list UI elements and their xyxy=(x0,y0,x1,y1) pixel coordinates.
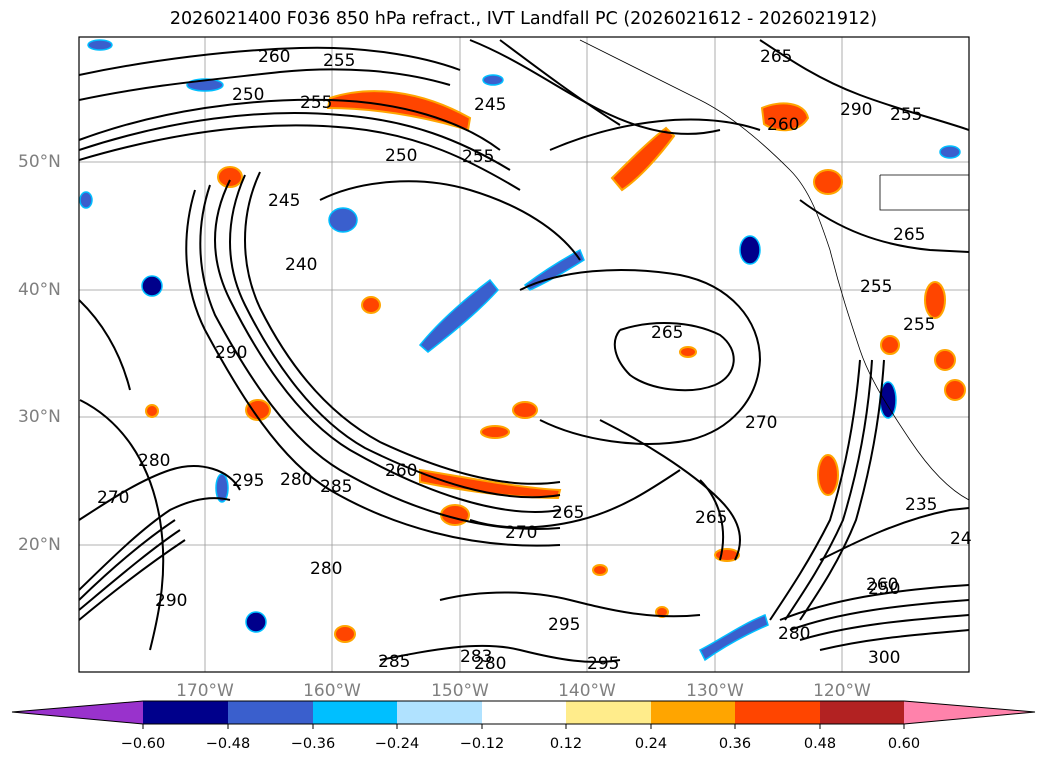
contour-label: 260 xyxy=(258,47,290,67)
graticule xyxy=(79,37,969,672)
contour-label: 285 xyxy=(378,652,410,672)
contour-label: 240 xyxy=(285,255,317,275)
contour-label: 250 xyxy=(868,579,900,599)
contour-label: 255 xyxy=(300,93,332,113)
colorbar-tick-label: 0.36 xyxy=(718,736,752,752)
lat-label: 50°N xyxy=(18,152,61,172)
lon-label: 120°W xyxy=(813,681,871,701)
contour-label: 270 xyxy=(505,523,537,543)
contour-label: 260 xyxy=(767,115,799,135)
colorbar-tick-label: −0.24 xyxy=(374,736,420,752)
contour-label: 280 xyxy=(280,470,312,490)
lon-label: 170°W xyxy=(176,681,234,701)
contour-label: 245 xyxy=(268,191,300,211)
contour-label: 265 xyxy=(552,503,584,523)
colorbar-tick-label: 0.12 xyxy=(549,736,583,752)
colorbar-bin xyxy=(735,701,820,724)
lat-label: 30°N xyxy=(18,407,61,427)
colorbar-tick-label: −0.48 xyxy=(205,736,251,752)
positive-refractivity-shading xyxy=(145,90,966,643)
coastlines xyxy=(579,39,969,501)
lon-label: 150°W xyxy=(431,681,489,701)
contour-label: 295 xyxy=(587,654,619,674)
colorbar-bin xyxy=(228,701,313,724)
contour-label: 255 xyxy=(462,147,494,167)
contour-label: 285 xyxy=(320,477,352,497)
contour-label: 260 xyxy=(385,461,417,481)
contour-labels: 260 255 250 255 245 250 255 265 260 290 … xyxy=(97,47,972,674)
lon-label: 160°W xyxy=(303,681,361,701)
lat-label: 40°N xyxy=(18,280,61,300)
contour-label: 265 xyxy=(893,225,925,245)
colorbar-tick-label: −0.36 xyxy=(290,736,336,752)
contour-label: 255 xyxy=(860,277,892,297)
contour-label: 255 xyxy=(323,51,355,71)
colorbar-bin xyxy=(566,701,651,724)
contour-label: 260 xyxy=(866,575,898,595)
contour-label: 265 xyxy=(695,508,727,528)
contour-label: 283 xyxy=(460,647,492,667)
colorbar-bin xyxy=(820,701,904,724)
colorbar-low-extension xyxy=(12,701,143,724)
colorbar-tick-label: 0.48 xyxy=(803,736,837,752)
colorbar-tick-label: −0.12 xyxy=(459,736,505,752)
contour-label: 290 xyxy=(215,343,247,363)
refractivity-contours xyxy=(79,39,969,663)
contour-label: 270 xyxy=(745,413,777,433)
contour-label: 300 xyxy=(868,648,900,668)
contour-label: 280 xyxy=(778,624,810,644)
colorbar-tick-label: −0.60 xyxy=(120,736,166,752)
contour-label: 295 xyxy=(232,471,264,491)
colorbar-bin xyxy=(651,701,735,724)
lon-label: 130°W xyxy=(686,681,744,701)
lat-label: 20°N xyxy=(18,535,61,555)
contour-label: 280 xyxy=(310,559,342,579)
contour-label: 290 xyxy=(840,100,872,120)
contour-label: 290 xyxy=(155,591,187,611)
colorbar xyxy=(11,700,1036,729)
colorbar-tick-label: 0.24 xyxy=(634,736,668,752)
contour-label: 250 xyxy=(385,146,417,166)
contour-label: 265 xyxy=(651,323,683,343)
colorbar-tick-label: 0.60 xyxy=(887,736,921,752)
contour-label: 270 xyxy=(97,488,129,508)
contour-label: 265 xyxy=(760,47,792,67)
colorbar-bin xyxy=(397,701,482,724)
contour-label: 280 xyxy=(138,451,170,471)
negative-refractivity-shading xyxy=(79,39,961,662)
contour-label: 235 xyxy=(905,495,937,515)
contour-label: 295 xyxy=(548,615,580,635)
contour-label: 245 xyxy=(474,95,506,115)
contour-label: 255 xyxy=(903,315,935,335)
contour-label: 280 xyxy=(474,654,506,674)
contour-label: 255 xyxy=(890,105,922,125)
contour-label: 24 xyxy=(950,529,972,549)
map-frame xyxy=(78,36,970,673)
plot-title: 2026021400 F036 850 hPa refract., IVT La… xyxy=(169,9,878,29)
colorbar-bin xyxy=(143,701,228,724)
contour-label: 250 xyxy=(232,85,264,105)
colorbar-bin xyxy=(313,701,397,724)
colorbar-bin xyxy=(482,701,566,724)
colorbar-high-extension xyxy=(904,701,1035,724)
lon-label: 140°W xyxy=(558,681,616,701)
